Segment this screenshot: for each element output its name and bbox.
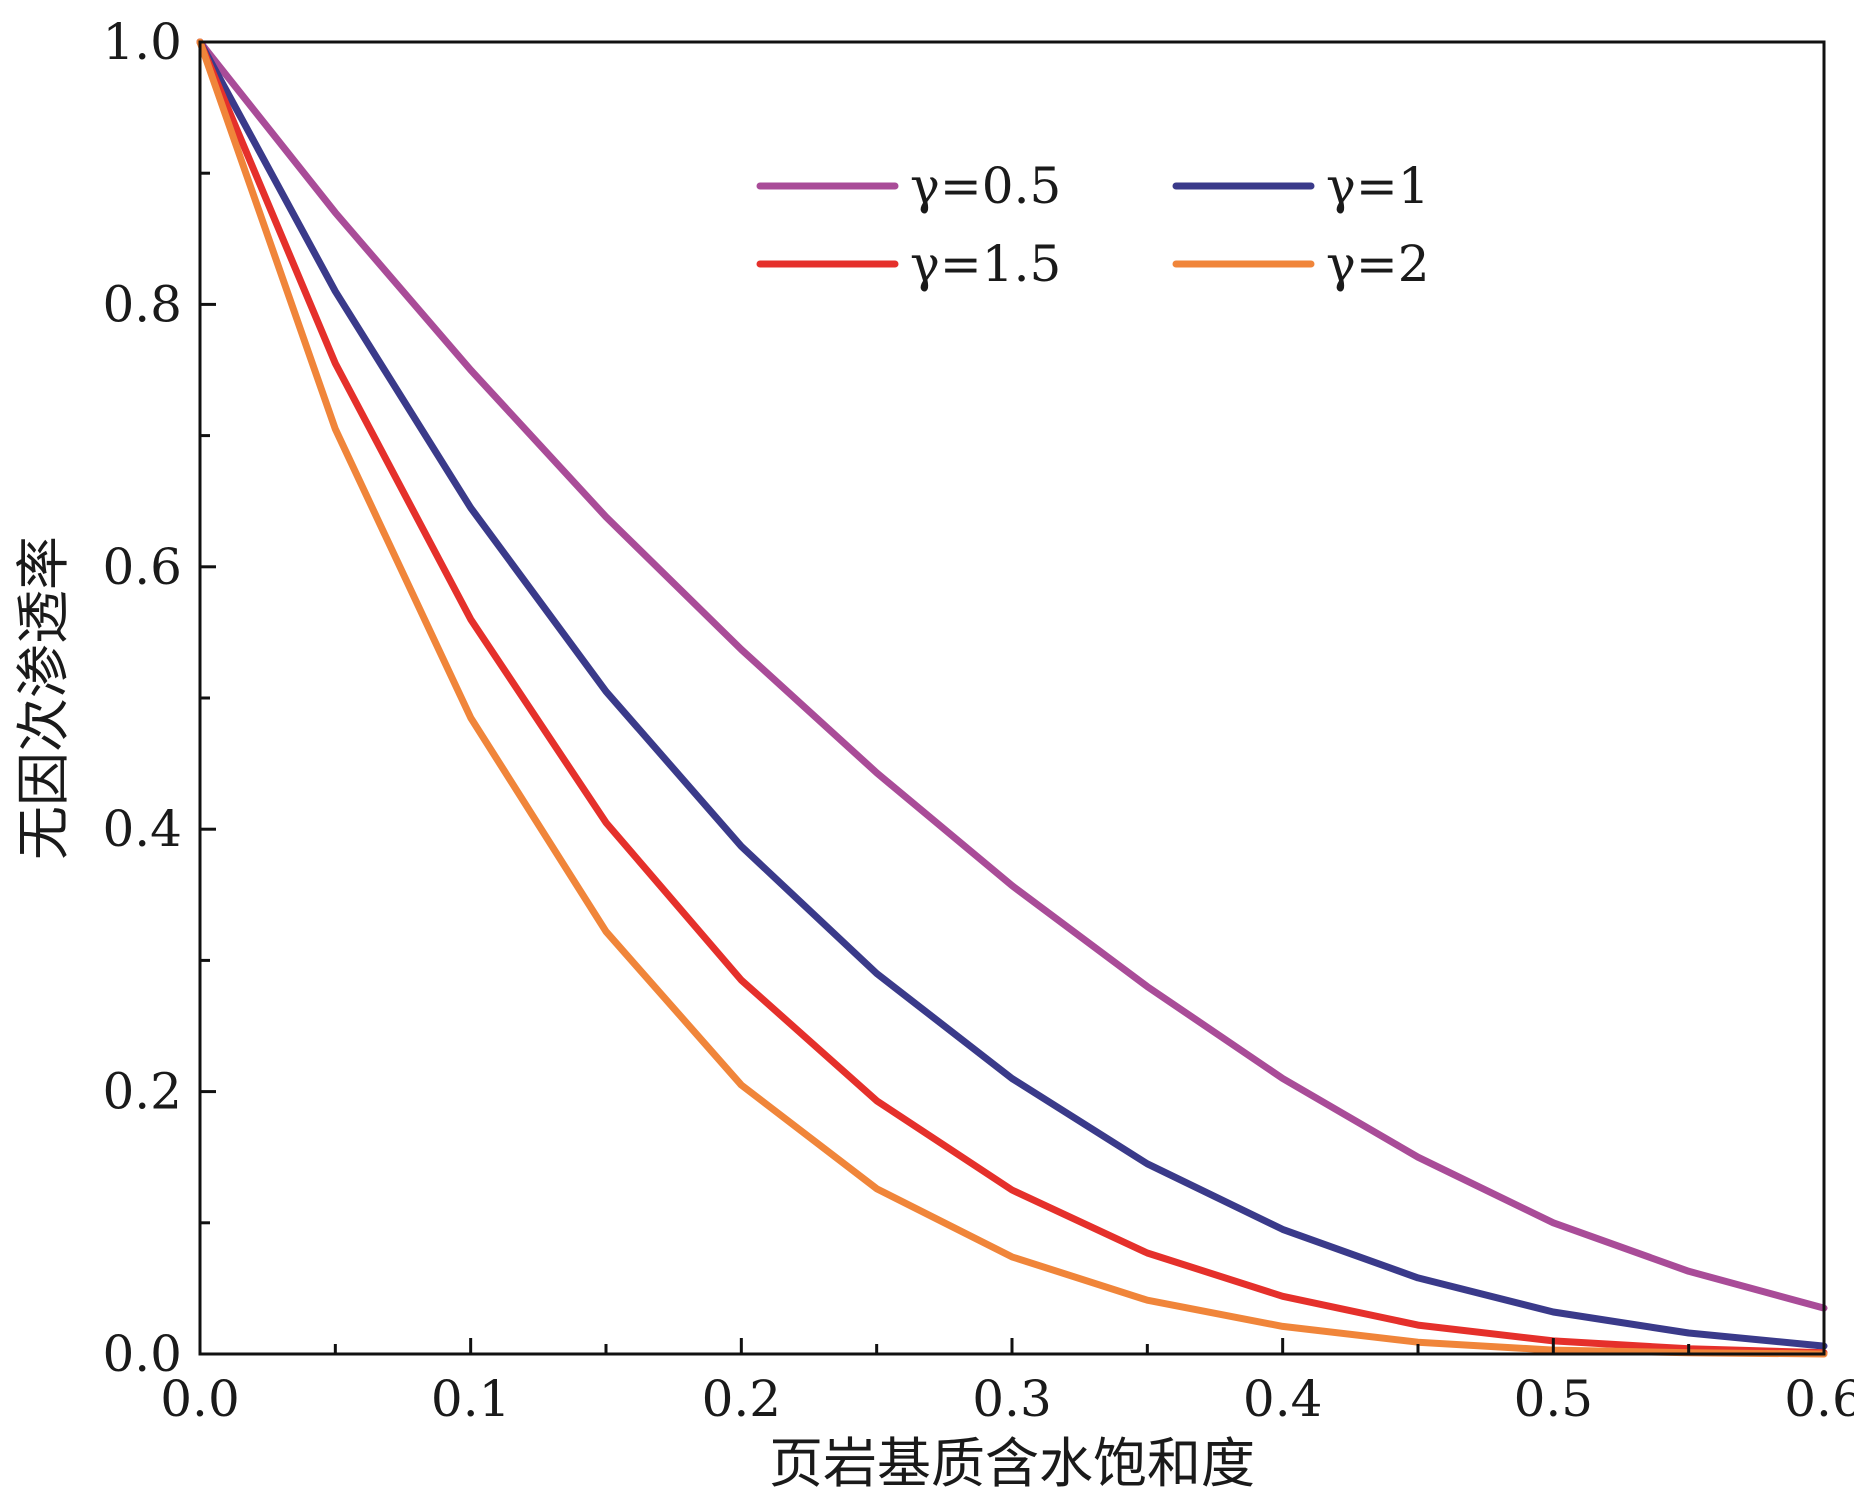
legend-label-1: γ=1 xyxy=(1326,157,1430,215)
y-tick-label: 0.6 xyxy=(102,538,182,596)
y-tick-label: 0.4 xyxy=(102,800,182,858)
legend-label-2: γ=1.5 xyxy=(910,235,1061,293)
x-tick-label: 0.6 xyxy=(1784,1370,1854,1428)
legend-label-0: γ=0.5 xyxy=(910,157,1061,215)
y-tick-label: 0.0 xyxy=(102,1325,182,1383)
x-tick-label: 0.4 xyxy=(1243,1370,1323,1428)
y-axis-title: 无因次渗透率 xyxy=(12,536,75,860)
y-tick-label: 0.8 xyxy=(102,275,182,333)
x-axis-title: 页岩基质含水饱和度 xyxy=(769,1432,1255,1495)
x-tick-label: 0.1 xyxy=(431,1370,511,1428)
legend-label-3: γ=2 xyxy=(1326,235,1430,293)
x-tick-label: 0.3 xyxy=(972,1370,1052,1428)
series-line-0 xyxy=(196,38,1828,1312)
series-line-1 xyxy=(196,38,1828,1350)
x-tick-label: 0.5 xyxy=(1514,1370,1594,1428)
y-tick-label: 0.2 xyxy=(102,1063,182,1121)
x-tick-label: 0.2 xyxy=(702,1370,782,1428)
y-tick-label: 1.0 xyxy=(102,13,182,71)
x-tick-label: 0.0 xyxy=(160,1370,240,1428)
